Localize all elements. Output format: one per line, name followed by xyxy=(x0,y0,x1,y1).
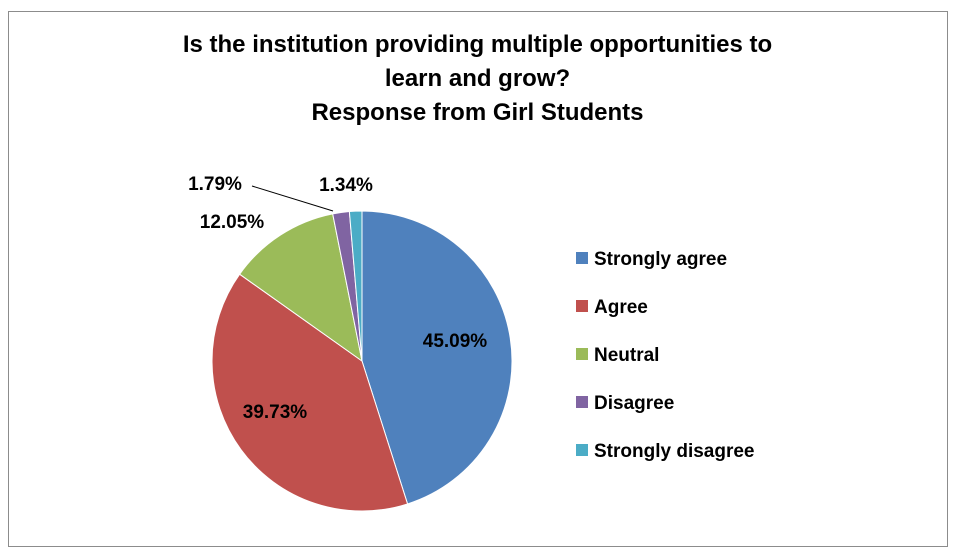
legend-swatch-strongly-agree xyxy=(576,252,588,264)
chart-title-line-2: learn and grow? xyxy=(384,65,571,92)
pie-slices xyxy=(211,210,513,512)
legend-label-neutral: Neutral xyxy=(594,345,659,366)
chart-title-line-1: Is the institution providing multiple op… xyxy=(182,31,773,58)
legend: Strongly agree Agree Neutral Disagree Strong… xyxy=(576,249,755,462)
legend-label-strongly-agree: Strongly agree xyxy=(594,249,727,270)
data-label-disagree: 1.79% xyxy=(188,174,242,195)
pie-slice-strongly-agree xyxy=(361,210,513,505)
data-labels: 45.09% 39.73% 12.05% 1.79% 1.34% xyxy=(188,174,487,423)
legend-swatch-neutral xyxy=(576,348,588,360)
leader-line-disagree xyxy=(251,185,334,212)
data-label-strongly-agree: 45.09% xyxy=(423,331,488,352)
chart-title: Is the institution providing multiple op… xyxy=(0,28,955,130)
leader-lines xyxy=(251,185,334,212)
pie-slice-neutral xyxy=(238,213,363,363)
chart-title-line-3: Response from Girl Students xyxy=(311,99,644,126)
legend-label-strongly-disagree: Strongly disagree xyxy=(594,441,755,462)
legend-swatch-strongly-disagree xyxy=(576,444,588,456)
data-label-strongly-disagree: 1.34% xyxy=(319,175,373,196)
pie-slice-agree xyxy=(211,273,409,512)
legend-label-agree: Agree xyxy=(594,297,648,318)
data-label-agree: 39.73% xyxy=(243,402,308,423)
pie-slice-strongly-disagree xyxy=(348,210,363,362)
data-label-neutral: 12.05% xyxy=(200,212,265,233)
legend-label-disagree: Disagree xyxy=(594,393,674,414)
legend-swatch-disagree xyxy=(576,396,588,408)
legend-swatch-agree xyxy=(576,300,588,312)
